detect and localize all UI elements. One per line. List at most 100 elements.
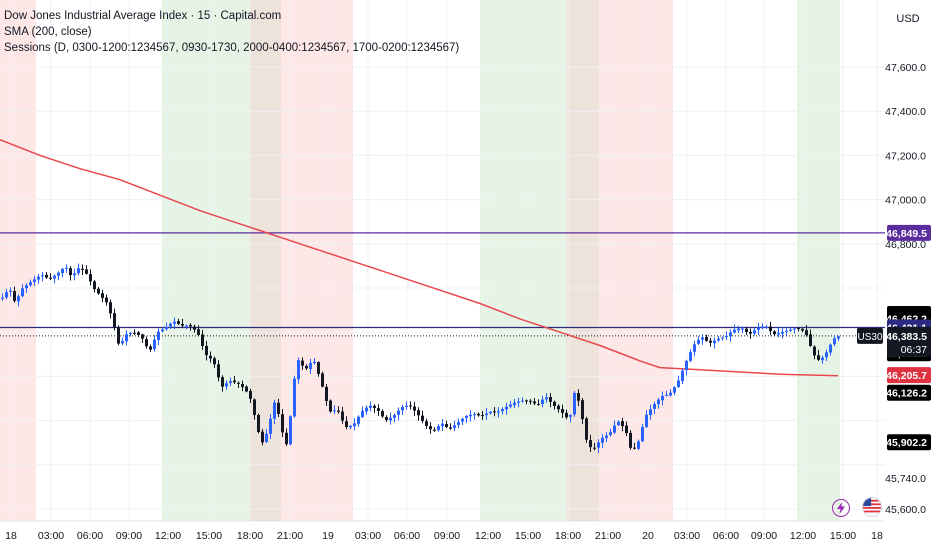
- candle-body: [621, 421, 624, 427]
- candle-body: [341, 411, 344, 421]
- currency-label[interactable]: USD: [896, 13, 919, 25]
- session-band: [162, 0, 249, 521]
- candle-body: [745, 328, 748, 332]
- candle-body: [41, 275, 44, 277]
- session-bands: [0, 0, 840, 521]
- candle-body: [333, 410, 336, 412]
- us-flag-icon[interactable]: [862, 497, 882, 517]
- candle-body: [625, 425, 628, 434]
- candle-body: [101, 293, 104, 298]
- candle-body: [533, 401, 536, 404]
- y-axis: 47,600.0 47,400.0 47,200.0 47,000.0 46,800.0…: [885, 62, 926, 516]
- candle-body: [361, 410, 364, 417]
- candle-body: [685, 360, 688, 371]
- x-tick-label: 18:00: [555, 530, 581, 542]
- candle-body: [77, 268, 80, 274]
- candle-body: [17, 296, 20, 302]
- chart-title[interactable]: Dow Jones Industrial Average Index · 15 …: [4, 10, 282, 22]
- candle-body: [357, 416, 360, 424]
- candle-body: [477, 413, 480, 416]
- candle-body: [541, 399, 544, 405]
- candle-body: [761, 326, 764, 329]
- candle-body: [185, 325, 188, 327]
- x-tick-label: 15:00: [830, 530, 856, 542]
- candle-body: [657, 399, 660, 405]
- candle-body: [217, 364, 220, 378]
- price-tag: 45,902.2: [886, 437, 927, 449]
- candle-body: [689, 352, 692, 361]
- symbol-badge: US30: [857, 332, 882, 343]
- candle-body: [493, 411, 496, 413]
- candle-body: [213, 358, 216, 365]
- sma-line: [0, 139, 839, 377]
- price-labels: 46,482.546,473.946,462.246,342.346,307.3…: [857, 224, 931, 451]
- symbol-badge-bg: [857, 327, 883, 344]
- y-tick-label: 45,740.0: [885, 473, 926, 485]
- candle-body: [653, 404, 656, 409]
- candle-body: [645, 414, 648, 427]
- candle-body: [209, 355, 212, 359]
- candle-body: [113, 313, 116, 328]
- lightning-icon[interactable]: [832, 499, 850, 517]
- price-tag-bg: [887, 367, 931, 384]
- candle-body: [257, 414, 260, 433]
- candle-body: [249, 390, 252, 399]
- candle-body: [329, 400, 332, 412]
- candle-body: [617, 421, 620, 426]
- candle-body: [349, 425, 352, 428]
- candle-body: [821, 357, 824, 361]
- candle-body: [809, 334, 812, 347]
- candle-body: [269, 418, 272, 434]
- candle-body: [413, 406, 416, 411]
- candle-body: [669, 392, 672, 396]
- candle-body: [729, 332, 732, 337]
- candle-body: [345, 421, 348, 427]
- candle-body: [141, 334, 144, 339]
- candle-body: [9, 290, 12, 292]
- candle-body: [205, 345, 208, 356]
- candle-body: [137, 332, 140, 335]
- candle-body: [665, 394, 668, 396]
- price-tag: 46,205.7: [886, 370, 927, 382]
- candle-body: [445, 424, 448, 427]
- x-tick-label: 19: [322, 530, 334, 542]
- candle-body: [409, 405, 412, 407]
- candle-body: [149, 346, 152, 350]
- candle-body: [425, 421, 428, 426]
- candle-body: [53, 275, 56, 279]
- candle-body: [677, 380, 680, 387]
- indicator-sma[interactable]: SMA (200, close): [4, 26, 92, 38]
- candle-body: [417, 410, 420, 416]
- candle-body: [377, 408, 380, 411]
- candle-body: [469, 414, 472, 417]
- candle-body: [465, 415, 468, 419]
- price-axis[interactable]: [885, 0, 932, 550]
- candle-body: [801, 328, 804, 331]
- price-tag-bg: [887, 384, 931, 401]
- candle-body: [561, 408, 564, 413]
- candle-body: [233, 380, 236, 383]
- candle-body: [405, 405, 408, 407]
- candles: [1, 263, 840, 454]
- candle-body: [649, 409, 652, 416]
- session-band: [797, 0, 840, 521]
- candle-body: [145, 339, 148, 347]
- candle-body: [429, 426, 432, 430]
- x-tick-label: 09:00: [434, 530, 460, 542]
- candle-body: [473, 414, 476, 416]
- indicator-sessions[interactable]: Sessions (D, 0300-1200:1234567, 0930-173…: [4, 42, 460, 54]
- candle-body: [573, 392, 576, 415]
- candle-body: [105, 297, 108, 303]
- candle-body: [421, 415, 424, 421]
- candle-body: [805, 330, 808, 335]
- candle-body: [285, 432, 288, 445]
- x-tick-label: 12:00: [790, 530, 816, 542]
- candle-body: [1, 297, 4, 299]
- candle-body: [25, 285, 28, 289]
- candle-body: [181, 323, 184, 326]
- candle-body: [73, 273, 76, 276]
- candle-body: [173, 321, 176, 324]
- candle-body: [817, 355, 820, 360]
